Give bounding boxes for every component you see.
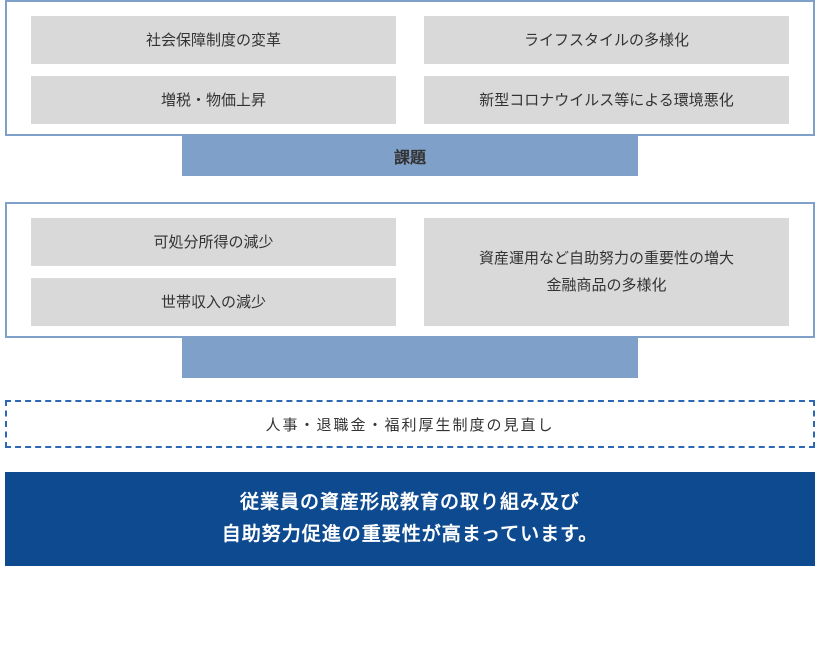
- connector-banner: [182, 338, 638, 378]
- issues-banner: 課題: [182, 136, 638, 176]
- review-box: 人事・退職金・福利厚生制度の見直し: [5, 400, 815, 448]
- factor-cell: 新型コロナウイルス等による環境悪化: [424, 76, 789, 124]
- issues-banner-label: 課題: [394, 144, 426, 168]
- issue-cell-combined: 資産運用など自助努力の重要性の増大 金融商品の多様化: [424, 218, 789, 326]
- conclusion-line: 従業員の資産形成教育の取り組み及び: [240, 487, 580, 519]
- factor-cell: ライフスタイルの多様化: [424, 16, 789, 64]
- conclusion-box: 従業員の資産形成教育の取り組み及び 自助努力促進の重要性が高まっています。: [5, 472, 815, 566]
- factors-grid: 社会保障制度の変革 ライフスタイルの多様化 増税・物価上昇 新型コロナウイルス等…: [7, 2, 813, 138]
- issue-cell-line: 金融商品の多様化: [546, 275, 666, 296]
- factor-cell: 増税・物価上昇: [31, 76, 396, 124]
- conclusion-line: 自助努力促進の重要性が高まっています。: [222, 519, 598, 551]
- issues-grid: 可処分所得の減少 資産運用など自助努力の重要性の増大 金融商品の多様化 世帯収入…: [7, 204, 813, 340]
- issue-cell-line: 資産運用など自助努力の重要性の増大: [479, 248, 734, 269]
- factor-cell: 社会保障制度の変革: [31, 16, 396, 64]
- issue-cell: 世帯収入の減少: [31, 278, 396, 326]
- issues-section: 可処分所得の減少 資産運用など自助努力の重要性の増大 金融商品の多様化 世帯収入…: [5, 202, 815, 338]
- review-label: 人事・退職金・福利厚生制度の見直し: [265, 414, 554, 435]
- factors-section: 社会保障制度の変革 ライフスタイルの多様化 増税・物価上昇 新型コロナウイルス等…: [5, 0, 815, 136]
- issue-cell: 可処分所得の減少: [31, 218, 396, 266]
